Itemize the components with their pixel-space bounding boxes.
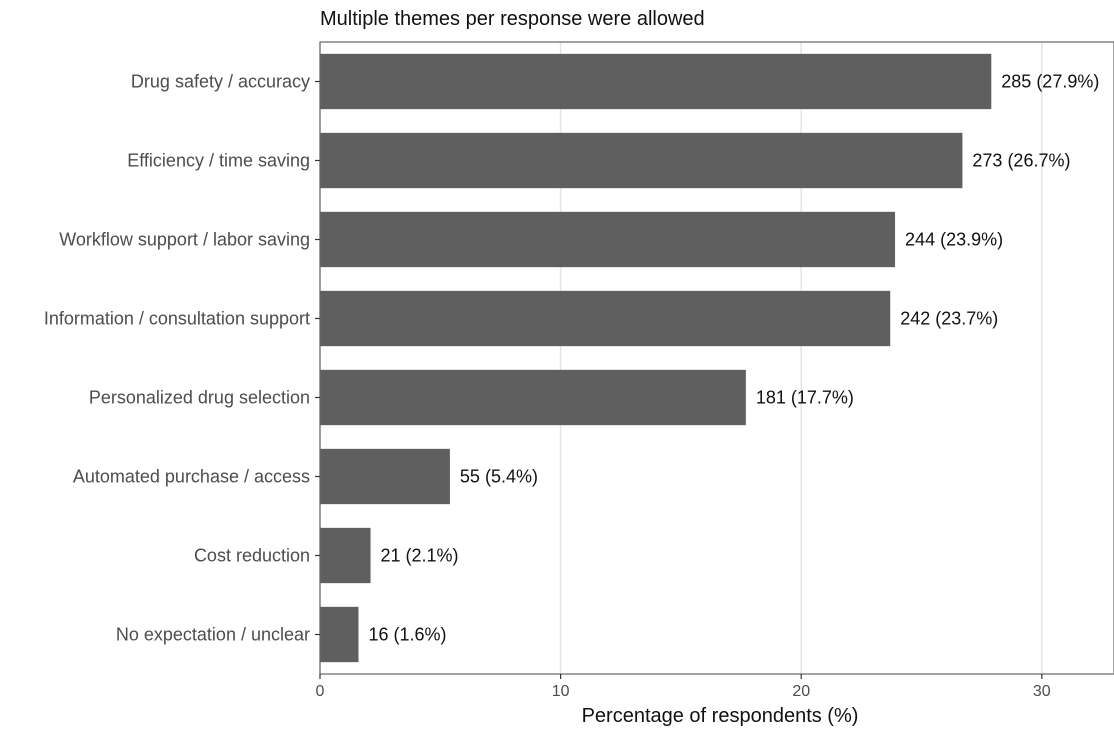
category-label: Automated purchase / access <box>73 467 310 487</box>
category-label: Drug safety / accuracy <box>131 72 310 92</box>
x-tick-label: 10 <box>552 683 570 700</box>
data-label: 16 (1.6%) <box>368 625 446 645</box>
data-label: 181 (17.7%) <box>756 388 854 408</box>
data-label: 285 (27.9%) <box>1001 72 1099 92</box>
bar <box>320 527 371 584</box>
bar <box>320 211 896 268</box>
category-label: No expectation / unclear <box>116 625 310 645</box>
bar <box>320 606 359 663</box>
x-tick-label: 20 <box>792 683 810 700</box>
data-label: 55 (5.4%) <box>460 467 538 487</box>
category-label: Cost reduction <box>194 546 310 566</box>
category-label: Information / consultation support <box>44 309 310 329</box>
bars: 285 (27.9%) 273 (26.7%) 244 (23.9%) 242 (23… <box>320 53 1099 663</box>
bar <box>320 53 992 110</box>
category-label: Efficiency / time saving <box>127 151 310 171</box>
bar <box>320 369 746 426</box>
category-label: Workflow support / labor saving <box>59 230 310 250</box>
chart-subtitle: Multiple themes per response were allowe… <box>320 8 705 30</box>
data-label: 244 (23.9%) <box>905 230 1003 250</box>
x-axis-title: Percentage of respondents (%) <box>582 705 859 727</box>
y-axis-ticks: Drug safety / accuracy Efficiency / time … <box>44 72 320 645</box>
category-label: Personalized drug selection <box>89 388 310 408</box>
plot-frame <box>319 41 1114 675</box>
data-label: 273 (26.7%) <box>972 151 1070 171</box>
data-label: 21 (2.1%) <box>381 546 459 566</box>
x-tick-label: 0 <box>316 683 325 700</box>
bar <box>320 290 891 347</box>
x-tick-label: 30 <box>1033 683 1051 700</box>
data-label: 242 (23.7%) <box>900 309 998 329</box>
bar <box>320 448 450 505</box>
x-axis-ticks: 0 10 20 30 <box>316 674 1051 700</box>
bar <box>320 132 963 189</box>
